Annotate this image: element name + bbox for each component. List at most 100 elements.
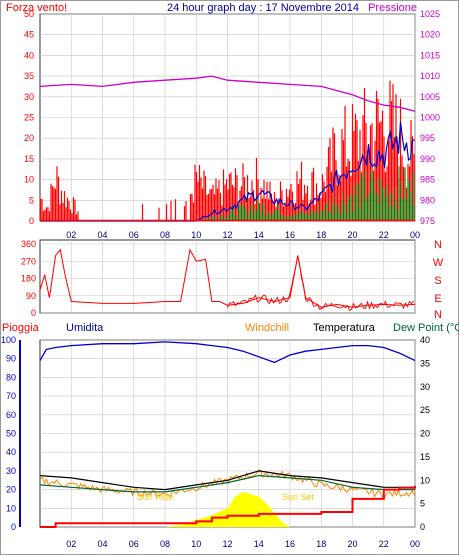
humidity-x-tick-02: 02 [66, 539, 76, 549]
direction-y-tick-90: 90 [26, 291, 36, 301]
wind-x-tick-20: 20 [347, 230, 357, 240]
humidity-x-tick-08: 08 [160, 539, 170, 549]
dir-label-n-bottom: N [434, 309, 442, 321]
humidity-x-tick-04: 04 [97, 539, 107, 549]
wind-x-tick-labels: 02 04 06 08 10 12 14 16 18 20 22 00 [66, 230, 420, 240]
pressure-y-tick-1005: 1005 [420, 92, 440, 102]
humidity-x-tick-labels: 02 04 06 08 10 12 14 16 18 20 22 00 [66, 539, 420, 549]
temperature-y-tick-20: 20 [420, 429, 430, 439]
pressure-y-tick-980: 980 [420, 195, 435, 205]
wind-x-tick-18: 18 [316, 230, 326, 240]
wind-x-tick-00: 00 [410, 230, 420, 240]
wind-x-tick-06: 06 [129, 230, 139, 240]
wind-y-tick-20: 20 [24, 133, 34, 143]
wind-y-tick-40: 40 [24, 50, 34, 60]
humidity-x-tick-14: 14 [254, 539, 264, 549]
pressure-y-tick-975: 975 [420, 216, 435, 226]
wind-y-tick-50: 50 [24, 9, 34, 19]
dewpoint-legend: Dew Point (°C [393, 322, 459, 334]
pressure-y-tick-995: 995 [420, 133, 435, 143]
temperature-legend: Temperatura [313, 322, 376, 334]
wind-y-tick-labels: 0 5 10 15 20 25 30 35 40 45 50 [24, 9, 34, 226]
sunrise-annotation: Sun Rise [137, 492, 174, 502]
chart-title: 24 hour graph day : 17 Novembre 2014 [167, 2, 359, 14]
direction-y-tick-labels: 0 90 180 270 360 [21, 239, 36, 318]
rain-legend: Pioggia [2, 322, 40, 334]
humidity-y-tick-70: 70 [6, 391, 16, 401]
humidity-y-tick-80: 80 [6, 372, 16, 382]
wind-y-tick-30: 30 [24, 92, 34, 102]
humidity-y-tick-20: 20 [6, 485, 16, 495]
rain-rate-area [165, 491, 290, 527]
sunset-annotation: Sun Set [282, 492, 315, 502]
humidity-y-tick-60: 60 [6, 410, 16, 420]
humidity-x-tick-20: 20 [347, 539, 357, 549]
direction-y-tick-180: 180 [21, 274, 36, 284]
wind-x-tick-16: 16 [285, 230, 295, 240]
wind-y-tick-10: 10 [24, 175, 34, 185]
humidity-y-tick-100: 100 [1, 335, 16, 345]
humidity-x-tick-00: 00 [410, 539, 420, 549]
direction-grid [40, 240, 416, 314]
direction-line [39, 248, 416, 308]
direction-series [39, 248, 416, 312]
pressure-y-tick-1000: 1000 [420, 113, 440, 123]
humidity-x-tick-12: 12 [222, 539, 232, 549]
pressure-y-tick-1015: 1015 [420, 50, 440, 60]
dir-label-w: W [433, 257, 444, 269]
humidity-x-tick-18: 18 [316, 539, 326, 549]
direction-jitter [227, 256, 414, 312]
humidity-y-tick-40: 40 [6, 447, 16, 457]
humidity-series [39, 341, 416, 528]
temperature-y-tick-labels: 0 5 10 15 20 25 30 35 40 [420, 335, 430, 532]
humidity-y-tick-labels: 0 10 20 30 40 50 60 70 80 90 100 [1, 335, 16, 532]
humidity-y-tick-50: 50 [6, 429, 16, 439]
humidity-x-tick-16: 16 [285, 539, 295, 549]
pressure-y-tick-1025: 1025 [420, 9, 440, 19]
pressure-y-tick-1010: 1010 [420, 71, 440, 81]
dewpoint-line [39, 474, 415, 493]
humidity-y-tick-90: 90 [6, 354, 16, 364]
humidity-line [39, 341, 416, 364]
wind-x-tick-02: 02 [66, 230, 76, 240]
windchill-legend: Windchill [245, 322, 289, 334]
humidity-x-tick-10: 10 [191, 539, 201, 549]
wind-green-series [196, 166, 415, 221]
direction-y-tick-0: 0 [31, 308, 36, 318]
direction-y-tick-360: 360 [21, 239, 36, 249]
pressure-axis-title: Pressione [368, 2, 417, 14]
pressure-line [39, 75, 416, 112]
wind-x-tick-12: 12 [222, 230, 232, 240]
wind-x-tick-22: 22 [379, 230, 389, 240]
temperature-y-tick-25: 25 [420, 405, 430, 415]
temperature-line [39, 470, 415, 491]
wind-y-tick-25: 25 [24, 113, 34, 123]
wind-series [39, 75, 416, 222]
temperature-y-tick-30: 30 [420, 382, 430, 392]
wind-y-tick-15: 15 [24, 154, 34, 164]
humidity-y-tick-0: 0 [11, 522, 16, 532]
temperature-y-tick-0: 0 [420, 522, 425, 532]
dir-label-e: E [434, 293, 441, 305]
temperature-y-tick-10: 10 [420, 475, 430, 485]
wind-x-tick-04: 04 [97, 230, 107, 240]
wind-y-tick-45: 45 [24, 30, 34, 40]
pressure-y-tick-985: 985 [420, 175, 435, 185]
humidity-legend: Umidita [66, 322, 104, 334]
windchill-line [40, 469, 415, 499]
wind-x-tick-14: 14 [254, 230, 264, 240]
wind-y-tick-35: 35 [24, 71, 34, 81]
wind-x-tick-10: 10 [191, 230, 201, 240]
humidity-x-tick-06: 06 [129, 539, 139, 549]
dir-label-n-top: N [434, 239, 442, 251]
humidity-x-tick-22: 22 [379, 539, 389, 549]
temperature-y-tick-35: 35 [420, 358, 430, 368]
wind-axis-title: Forza vento! [6, 2, 67, 14]
dir-label-s: S [434, 275, 441, 287]
temperature-y-tick-5: 5 [420, 499, 425, 509]
pressure-y-tick-labels: 975 980 985 990 995 1000 1005 1010 1015 1020 1025 [420, 9, 440, 226]
direction-y-tick-270: 270 [21, 256, 36, 266]
pressure-y-tick-990: 990 [420, 154, 435, 164]
wind-y-tick-0: 0 [29, 216, 34, 226]
